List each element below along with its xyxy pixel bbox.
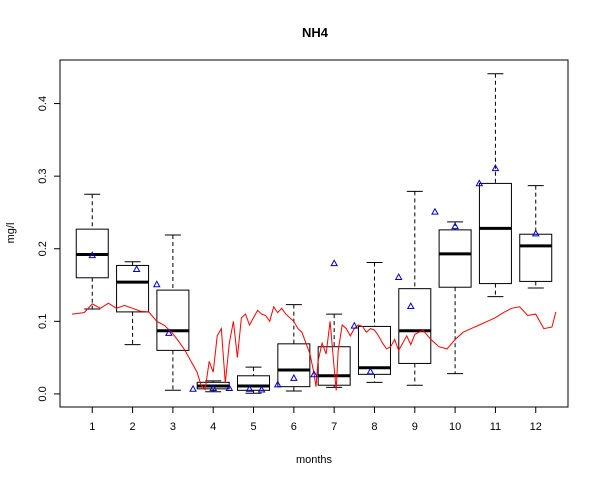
triangle-point xyxy=(132,265,141,272)
y-tick-label: 0.2 xyxy=(37,241,49,256)
box-month-1 xyxy=(75,193,109,310)
triangle-point xyxy=(165,328,173,336)
box-month-10 xyxy=(438,221,472,375)
triangle-point xyxy=(451,222,459,230)
iqr-box xyxy=(237,375,271,391)
x-tick-label: 4 xyxy=(210,421,216,433)
box-month-9 xyxy=(398,190,432,386)
iqr-box xyxy=(478,182,512,285)
iqr-box xyxy=(519,233,553,282)
x-tick-label: 7 xyxy=(331,421,337,433)
triangle-point xyxy=(189,384,197,392)
triangle-point xyxy=(310,370,318,378)
triangle-point xyxy=(88,251,97,259)
y-tick-label: 0.0 xyxy=(37,386,49,401)
iqr-box xyxy=(116,264,150,313)
series-line xyxy=(72,302,557,391)
boxes-layer xyxy=(75,73,553,394)
y-tick-label: 0.3 xyxy=(37,169,49,184)
iqr-box xyxy=(438,229,472,288)
box-month-7 xyxy=(317,313,351,388)
x-axis: 1 2 3 4 5 6 7 8 9 10 11 12 xyxy=(89,406,542,433)
x-axis-label: months xyxy=(296,454,333,466)
triangle-point xyxy=(152,280,161,288)
x-tick-label: 2 xyxy=(130,421,136,433)
box-month-8 xyxy=(357,262,391,383)
triangle-point xyxy=(257,385,266,393)
box-month-3 xyxy=(156,234,190,391)
box-month-5 xyxy=(237,366,271,394)
triangle-point xyxy=(209,384,218,392)
y-axis: 0.0 0.1 0.2 0.3 0.4 xyxy=(37,96,61,402)
triangle-point xyxy=(273,380,282,388)
x-tick-label: 5 xyxy=(250,421,256,433)
box-month-12 xyxy=(519,185,553,289)
triangle-point xyxy=(366,367,375,375)
iqr-box xyxy=(277,343,311,388)
iqr-box xyxy=(398,288,432,364)
triangle-point xyxy=(330,259,339,267)
x-tick-label: 3 xyxy=(170,421,176,433)
line-layer xyxy=(72,302,557,391)
box-month-6 xyxy=(277,304,311,392)
chart-title: NH4 xyxy=(302,25,329,40)
triangle-point xyxy=(225,384,234,392)
y-axis-label: mg/l xyxy=(5,223,17,244)
triangle-point xyxy=(406,302,415,309)
x-tick-label: 6 xyxy=(291,421,297,433)
triangle-point xyxy=(475,179,484,187)
x-tick-label: 11 xyxy=(490,421,501,433)
y-tick-label: 0.4 xyxy=(37,96,49,111)
iqr-box xyxy=(156,289,190,351)
iqr-box xyxy=(357,325,391,375)
x-tick-label: 12 xyxy=(530,421,542,433)
triangle-point xyxy=(531,229,540,237)
box-month-2 xyxy=(116,261,150,346)
x-tick-label: 1 xyxy=(89,421,95,433)
triangle-point xyxy=(491,164,500,172)
x-tick-label: 10 xyxy=(449,421,461,433)
x-tick-label: 9 xyxy=(412,421,418,433)
triangle-point xyxy=(394,273,403,280)
triangle-point xyxy=(350,321,359,329)
iqr-box xyxy=(317,346,351,386)
points-layer xyxy=(88,164,540,393)
triangle-point xyxy=(289,373,298,381)
y-tick-label: 0.1 xyxy=(37,314,49,329)
triangle-point xyxy=(431,207,439,215)
triangle-point xyxy=(245,384,254,392)
x-tick-label: 8 xyxy=(371,421,377,433)
